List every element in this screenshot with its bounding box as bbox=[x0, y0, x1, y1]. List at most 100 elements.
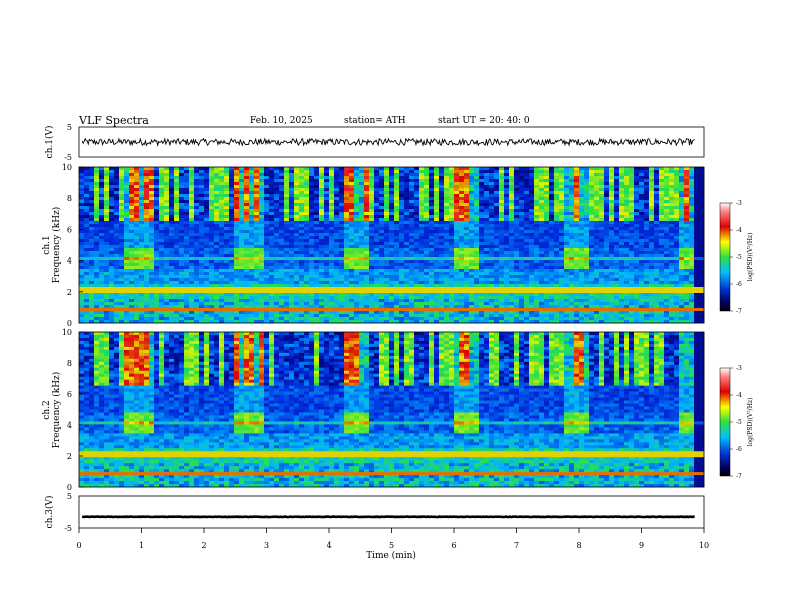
spectrogram-cell bbox=[519, 167, 525, 171]
spectrogram-cell bbox=[449, 317, 455, 321]
spectrogram-cell bbox=[99, 257, 105, 261]
spectrogram-cell bbox=[314, 308, 320, 312]
spectrogram-cell bbox=[144, 194, 150, 198]
spectrogram-cell bbox=[389, 170, 395, 174]
spectrogram-cell bbox=[334, 299, 340, 303]
spectrogram-cell bbox=[159, 275, 165, 279]
spectrogram-cell bbox=[234, 167, 240, 171]
spectrogram-cell bbox=[254, 170, 260, 174]
spectrogram-cell bbox=[154, 245, 160, 249]
spectrogram-cell bbox=[229, 260, 235, 264]
spectrogram-cell bbox=[234, 212, 240, 216]
spectrogram-cell bbox=[189, 266, 195, 270]
spectrogram-cell bbox=[84, 320, 90, 324]
spectrogram-cell bbox=[94, 188, 100, 192]
spectrogram-cell bbox=[334, 278, 340, 282]
spectrogram-cell bbox=[484, 233, 490, 237]
spectrogram-cell bbox=[519, 233, 525, 237]
spectrogram-cell bbox=[144, 266, 150, 270]
spectrogram-cell bbox=[244, 296, 250, 300]
spectrogram-cell bbox=[264, 278, 270, 282]
spectrogram-cell bbox=[264, 275, 270, 279]
spectrogram-cell bbox=[209, 308, 215, 312]
spectrogram-cell bbox=[129, 215, 135, 219]
spectrogram-cell bbox=[304, 167, 310, 171]
spectrogram-cell bbox=[404, 173, 410, 177]
spectrogram-cell bbox=[159, 287, 165, 291]
spectrogram-cell bbox=[354, 272, 360, 276]
spectrogram-cell bbox=[499, 260, 505, 264]
spectrogram-cell bbox=[454, 290, 460, 294]
spectrogram-cell bbox=[519, 275, 525, 279]
spectrogram-cell bbox=[99, 176, 105, 180]
spectrogram-cell bbox=[329, 182, 335, 186]
spectrogram-cell bbox=[509, 263, 515, 267]
spectrogram-cell bbox=[239, 170, 245, 174]
spectrogram-cell bbox=[459, 173, 465, 177]
spectrogram-cell bbox=[544, 197, 550, 201]
spectrogram-cell bbox=[299, 293, 305, 297]
spectrogram-cell bbox=[119, 227, 125, 231]
spectrogram-cell bbox=[164, 254, 170, 258]
spectrogram-cell bbox=[409, 230, 415, 234]
spectrogram-cell bbox=[304, 209, 310, 213]
spectrogram-cell bbox=[454, 278, 460, 282]
spectrogram-cell bbox=[214, 257, 220, 261]
spectrogram-cell bbox=[489, 185, 495, 189]
spectrogram-cell bbox=[124, 182, 130, 186]
spectrogram-cell bbox=[164, 236, 170, 240]
spectrogram-cell bbox=[269, 176, 275, 180]
spectrogram-cell bbox=[254, 188, 260, 192]
figure-title: VLF Spectra bbox=[78, 114, 149, 127]
spectrogram-cell bbox=[139, 320, 145, 324]
spectrogram-cell bbox=[519, 206, 525, 210]
spectrogram-cell bbox=[169, 185, 175, 189]
spectrogram-cell bbox=[144, 278, 150, 282]
spectrogram-cell bbox=[554, 224, 560, 228]
spectrogram-cell bbox=[389, 197, 395, 201]
spectrogram-cell bbox=[319, 215, 325, 219]
spectrogram-cell bbox=[524, 236, 530, 240]
spectrogram-cell bbox=[324, 248, 330, 252]
spectrogram-cell bbox=[349, 257, 355, 261]
spectrogram-cell bbox=[164, 311, 170, 315]
spectrogram-cell bbox=[229, 209, 235, 213]
spectrogram-cell bbox=[89, 302, 95, 306]
spectrogram-cell bbox=[424, 236, 430, 240]
spectrogram-cell bbox=[444, 314, 450, 318]
spectrogram-cell bbox=[409, 302, 415, 306]
spectrogram-cell bbox=[354, 314, 360, 318]
spectrogram-cell bbox=[249, 257, 255, 261]
spectrogram-cell bbox=[334, 296, 340, 300]
spectrogram-cell bbox=[389, 218, 395, 222]
spectrogram-cell bbox=[89, 308, 95, 312]
spectrogram-cell bbox=[339, 236, 345, 240]
spectrogram-cell bbox=[504, 257, 510, 261]
spectrogram-cell bbox=[139, 254, 145, 258]
spectrogram-cell bbox=[329, 185, 335, 189]
spectrogram-cell bbox=[224, 263, 230, 267]
spectrogram-cell bbox=[424, 206, 430, 210]
spectrogram-cell bbox=[279, 203, 285, 207]
spectrogram-cell bbox=[284, 308, 290, 312]
spectrogram-cell bbox=[489, 233, 495, 237]
spectrogram-cell bbox=[184, 188, 190, 192]
spectrogram-cell bbox=[254, 176, 260, 180]
spectrogram-cell bbox=[484, 293, 490, 297]
spectrogram-cell bbox=[454, 206, 460, 210]
spectrogram-cell bbox=[384, 299, 390, 303]
spectrogram-cell bbox=[249, 284, 255, 288]
spectrogram-cell bbox=[219, 305, 225, 309]
spectrogram-cell bbox=[444, 230, 450, 234]
spectrogram-cell bbox=[209, 248, 215, 252]
spectrogram-cell bbox=[109, 173, 115, 177]
spectrogram-cell bbox=[139, 230, 145, 234]
spectrogram-cell bbox=[214, 245, 220, 249]
spectrogram-cell bbox=[479, 236, 485, 240]
spectrogram-cell bbox=[209, 296, 215, 300]
spectrogram-cell bbox=[554, 299, 560, 303]
spectrogram-cell bbox=[269, 206, 275, 210]
spectrogram-cell bbox=[329, 221, 335, 225]
spectrogram-cell bbox=[329, 188, 335, 192]
spectrogram-cell bbox=[79, 179, 85, 183]
